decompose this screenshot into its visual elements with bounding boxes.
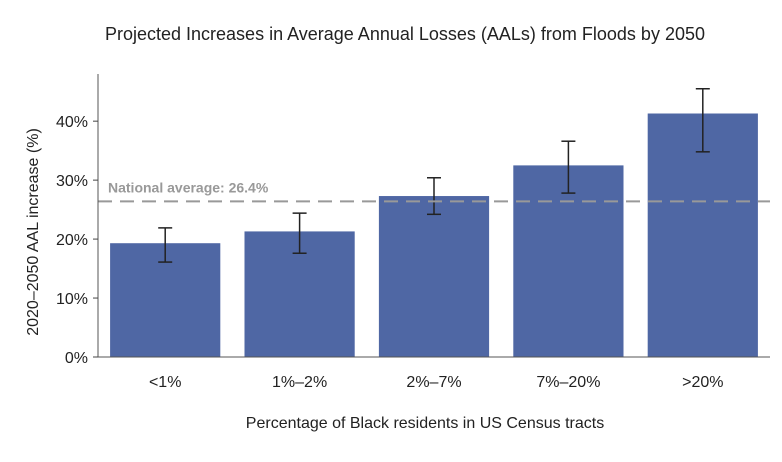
error-bars [158, 87, 710, 263]
x-tick-label: 1%–2% [272, 374, 327, 391]
plot-area: National average: 26.4% 0% 10% 20% 30% 40% <… [56, 74, 770, 391]
y-ticks: 0% 10% 20% 30% 40% [56, 114, 98, 367]
error-bar [292, 212, 307, 254]
y-tick-label: 0% [65, 350, 88, 367]
x-tick-label: 7%–20% [536, 374, 600, 391]
error-bar [561, 140, 576, 194]
y-tick-label: 20% [56, 232, 88, 249]
bars [110, 113, 758, 358]
x-tick-label: <1% [149, 374, 181, 391]
x-axis-label: Percentage of Black residents in US Cens… [246, 415, 604, 432]
x-tick-label: >20% [682, 374, 723, 391]
y-tick-label: 30% [56, 173, 88, 190]
x-tick-label: 2%–7% [406, 374, 461, 391]
national-average-label: National average: 26.4% [108, 179, 269, 195]
chart-title: Projected Increases in Average Annual Lo… [105, 24, 705, 44]
error-bar [695, 87, 710, 153]
y-tick-label: 10% [56, 291, 88, 308]
y-tick-label: 40% [56, 114, 88, 131]
y-axis-label: 2020–2050 AAL increase (%) [25, 128, 42, 336]
bar [647, 113, 758, 358]
error-bar [158, 227, 173, 263]
bar [513, 165, 624, 357]
x-ticks: <1% 1%–2% 2%–7% 7%–20% >20% [149, 374, 724, 391]
bar [378, 196, 490, 357]
error-bar [427, 177, 441, 216]
